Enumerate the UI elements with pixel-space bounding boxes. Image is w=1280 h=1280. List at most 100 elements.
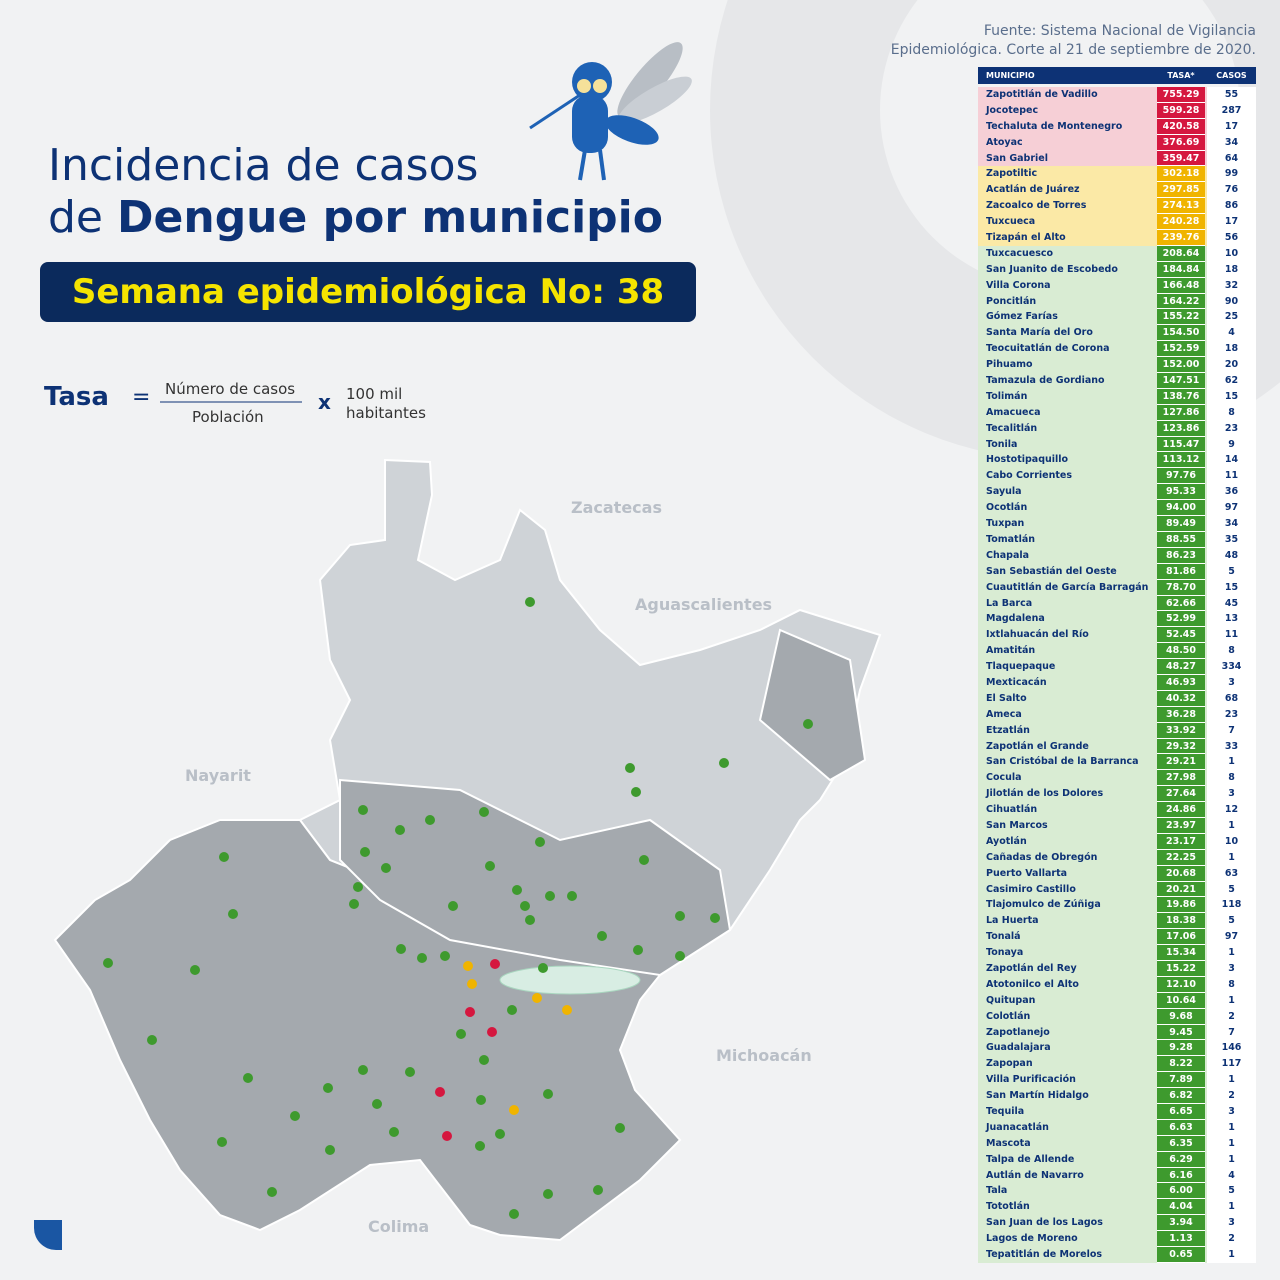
casos: 23 xyxy=(1207,706,1256,723)
municipio: Cabo Corrientes xyxy=(986,470,1072,482)
formula-equals: = xyxy=(132,385,151,410)
municipality-dot xyxy=(417,953,427,963)
municipio: Tala xyxy=(986,1185,1008,1197)
casos: 23 xyxy=(1207,420,1256,437)
header-cell: TASA* xyxy=(1167,71,1195,80)
tasa: 27.98 xyxy=(1157,770,1205,787)
table-row: Zapopan 8.22 117 xyxy=(978,1056,1256,1073)
tasa: 20.68 xyxy=(1157,865,1205,882)
table-row: Ameca 36.28 23 xyxy=(978,706,1256,723)
table-row: Mexticacán 46.93 3 xyxy=(978,674,1256,691)
municipio: Cihuatlán xyxy=(986,804,1038,816)
municipality-dot xyxy=(456,1029,466,1039)
casos: 36 xyxy=(1207,484,1256,501)
municipality-dot xyxy=(512,885,522,895)
title-bold: Dengue por municipio xyxy=(117,192,663,243)
table-row: Cañadas de Obregón 22.25 1 xyxy=(978,849,1256,866)
table-row: Acatlán de Juárez 297.85 76 xyxy=(978,182,1256,199)
municipality-dot xyxy=(532,993,542,1003)
map xyxy=(53,458,882,1242)
table-row: Gómez Farías 155.22 25 xyxy=(978,309,1256,326)
table-row: Talpa de Allende 6.29 1 xyxy=(978,1151,1256,1168)
municipio: Ixtlahuacán del Río xyxy=(986,629,1089,641)
table-row: San Gabriel 359.47 64 xyxy=(978,150,1256,167)
table-row: Santa María del Oro 154.50 4 xyxy=(978,325,1256,342)
municipality-dot xyxy=(358,805,368,815)
casos: 17 xyxy=(1207,118,1256,135)
municipio: Tuxcueca xyxy=(986,216,1036,228)
casos: 48 xyxy=(1207,547,1256,564)
casos: 20 xyxy=(1207,357,1256,374)
casos: 146 xyxy=(1207,1040,1256,1057)
municipio: Tonaya xyxy=(986,947,1024,959)
table-row: Guadalajara 9.28 146 xyxy=(978,1040,1256,1057)
municipio: Acatlán de Juárez xyxy=(986,184,1080,196)
table-row: Cihuatlán 24.86 12 xyxy=(978,802,1256,818)
municipio: Cuautitlán de García Barragán xyxy=(986,581,1149,593)
municipality-dot xyxy=(543,1089,553,1099)
casos: 32 xyxy=(1207,277,1256,294)
municipality-dot xyxy=(372,1099,382,1109)
casos: 97 xyxy=(1207,929,1256,946)
tasa: 97.76 xyxy=(1157,468,1205,485)
casos: 3 xyxy=(1207,1215,1256,1232)
municipio: Amatitán xyxy=(986,645,1036,657)
municipality-dot xyxy=(448,901,458,911)
municipality-dot xyxy=(267,1187,277,1197)
table-row: El Salto 40.32 68 xyxy=(978,690,1256,707)
casos: 68 xyxy=(1207,690,1256,707)
casos: 287 xyxy=(1207,102,1256,119)
map-south xyxy=(53,819,682,1242)
tasa: 123.86 xyxy=(1157,420,1205,437)
source-line: Fuente: Sistema Nacional de Vigilancia xyxy=(983,23,1256,39)
table-row: Tomatlán 88.55 35 xyxy=(978,531,1256,548)
state-label: Michoacán xyxy=(716,1046,812,1065)
tasa: 62.66 xyxy=(1157,595,1205,612)
table-row: La Barca 62.66 45 xyxy=(978,595,1256,612)
table-row: Atoyac 376.69 34 xyxy=(978,134,1256,151)
casos: 64 xyxy=(1207,150,1256,167)
tasa: 420.58 xyxy=(1157,118,1205,135)
municipality-dot xyxy=(395,825,405,835)
municipality-dot xyxy=(525,915,535,925)
casos: 8 xyxy=(1207,404,1256,421)
tasa: 52.99 xyxy=(1157,611,1205,628)
tasa: 86.23 xyxy=(1157,547,1205,564)
tasa: 9.68 xyxy=(1157,1008,1205,1025)
municipio: Tequila xyxy=(986,1106,1025,1117)
casos: 2 xyxy=(1207,1231,1256,1248)
table-row: Jilotlán de los Dolores 27.64 3 xyxy=(978,786,1256,803)
tasa: 15.34 xyxy=(1157,945,1205,961)
tasa: 6.63 xyxy=(1157,1119,1205,1136)
municipality-dot xyxy=(103,958,113,968)
tasa: 10.64 xyxy=(1157,992,1205,1009)
casos: 117 xyxy=(1207,1056,1256,1073)
table-row: Cabo Corrientes 97.76 11 xyxy=(978,468,1256,485)
table-row: Zapotlán el Grande 29.32 33 xyxy=(978,738,1256,755)
tasa: 147.51 xyxy=(1157,373,1205,389)
casos: 18 xyxy=(1207,261,1256,278)
table-row: Puerto Vallarta 20.68 63 xyxy=(978,865,1256,882)
municipality-dot xyxy=(615,1123,625,1133)
municipality-dot xyxy=(719,758,729,768)
tasa: 297.85 xyxy=(1157,182,1205,199)
title: Incidencia de casos xyxy=(48,140,479,191)
municipality-dot xyxy=(290,1111,300,1121)
table-row: Tonaya 15.34 1 xyxy=(978,945,1256,961)
table-row: Zapotlanejo 9.45 7 xyxy=(978,1024,1256,1041)
municipio: Mascota xyxy=(986,1137,1031,1149)
casos: 4 xyxy=(1207,1167,1256,1184)
municipality-dot xyxy=(349,899,359,909)
municipality-dot xyxy=(381,863,391,873)
casos: 4 xyxy=(1207,325,1256,342)
casos: 45 xyxy=(1207,595,1256,612)
table-row: Sayula 95.33 36 xyxy=(978,484,1256,501)
tasa: 88.55 xyxy=(1157,531,1205,548)
municipality-dot xyxy=(545,891,555,901)
municipio: Poncitlán xyxy=(986,295,1037,307)
municipio: Magdalena xyxy=(986,613,1045,625)
casos: 17 xyxy=(1207,214,1256,231)
table-row: Lagos de Moreno 1.13 2 xyxy=(978,1231,1256,1248)
municipio: Jocotepec xyxy=(986,104,1039,116)
tasa: 48.50 xyxy=(1157,643,1205,660)
